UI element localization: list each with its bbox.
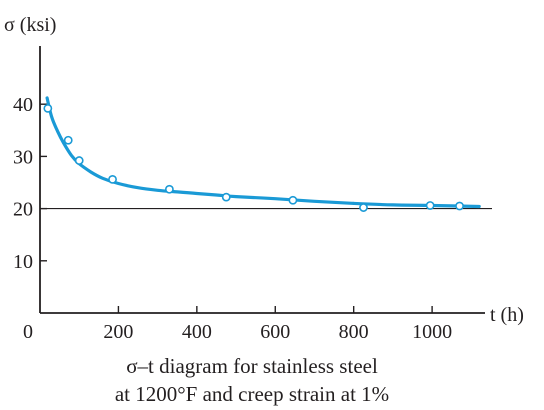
series [43, 96, 481, 212]
data-point [43, 103, 53, 113]
caption-line-1: σ–t diagram for stainless steel [126, 354, 378, 378]
fit-curve-line [45, 96, 481, 209]
y-ticks: 10 20 30 40 [13, 94, 47, 273]
data-point [63, 135, 73, 145]
data-point [288, 195, 298, 205]
x-tick-label: 200 [103, 321, 133, 343]
data-point [359, 203, 368, 212]
x-tick-label: 600 [260, 321, 290, 343]
x-tick-label: 1000 [412, 321, 452, 343]
data-point [164, 184, 174, 194]
y-tick-label: 30 [13, 146, 33, 168]
y-tick-label: 20 [13, 199, 33, 221]
y-tick-label: 10 [13, 251, 33, 273]
x-tick-label: 0 [23, 321, 33, 343]
data-point [455, 201, 464, 211]
data-markers [43, 103, 464, 212]
y-tick-label: 40 [13, 94, 33, 116]
data-point [74, 156, 84, 165]
data-point [221, 192, 231, 202]
x-ticks: 0 200 400 600 800 1000 [23, 306, 452, 343]
y-axis-title: σ (ksi) [4, 14, 56, 36]
data-point [425, 201, 435, 210]
x-axis-title: t (h) [490, 304, 524, 326]
data-point [108, 174, 117, 184]
axes [39, 46, 492, 314]
caption-line-2: at 1200°F and creep strain at 1% [115, 382, 389, 406]
x-tick-label: 800 [339, 321, 369, 343]
x-tick-label: 400 [182, 321, 212, 343]
